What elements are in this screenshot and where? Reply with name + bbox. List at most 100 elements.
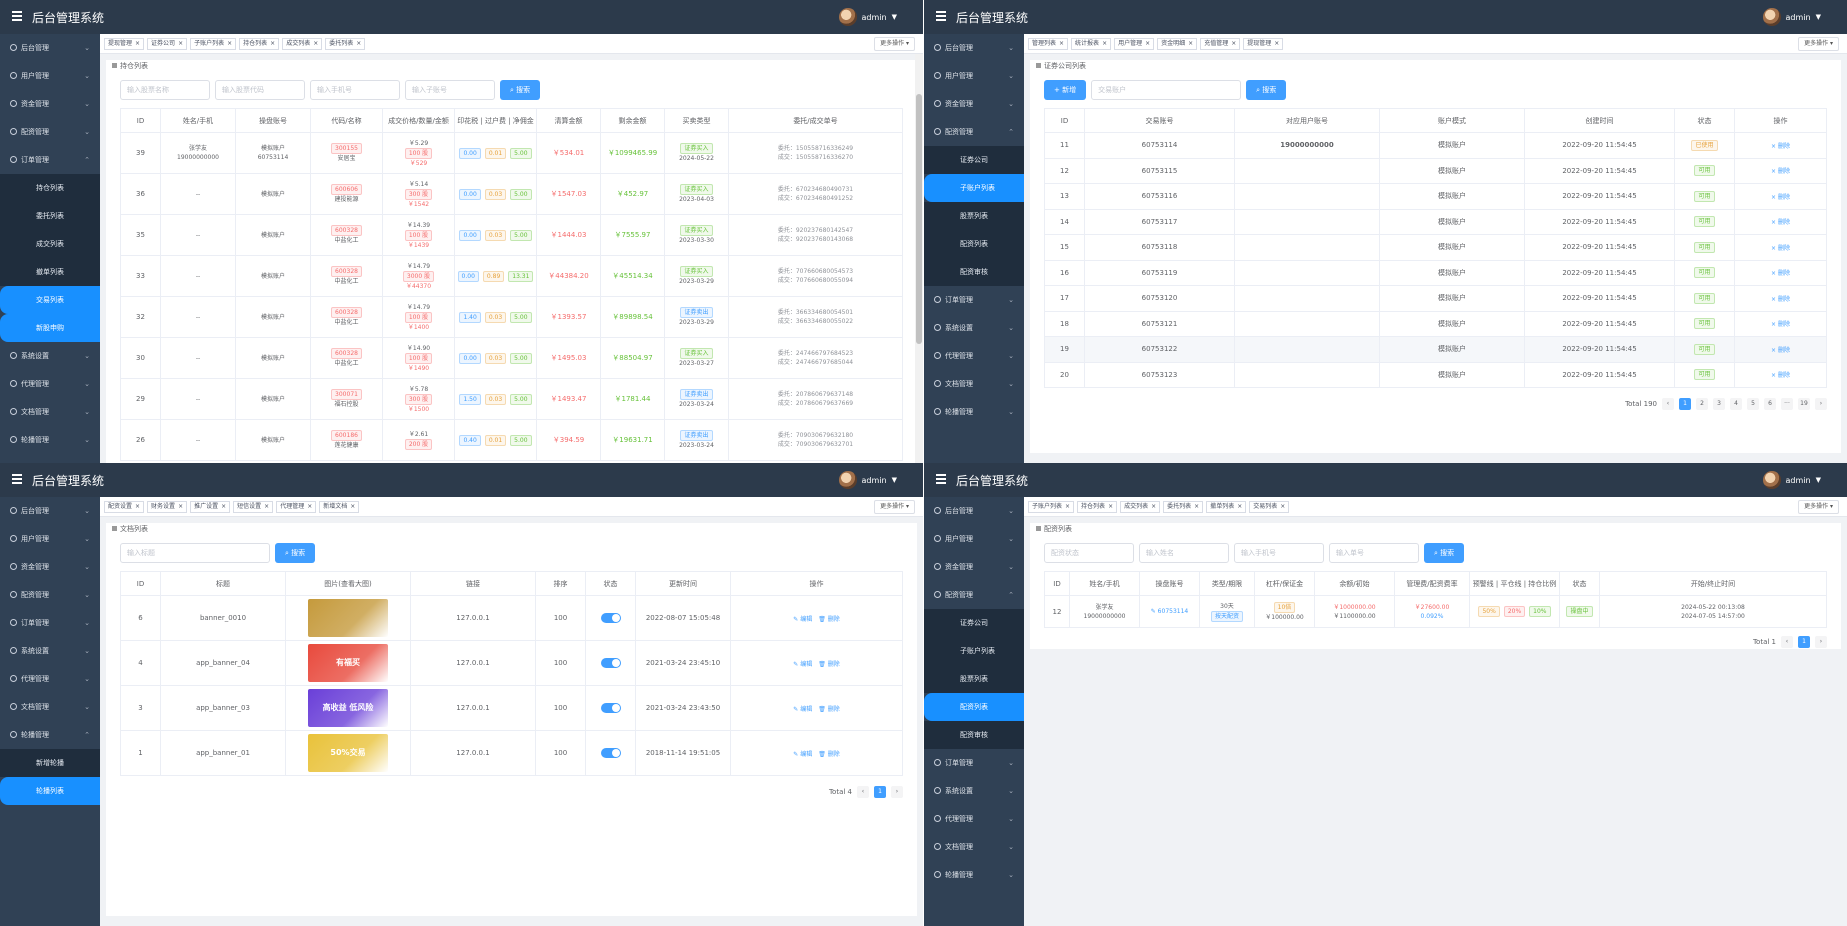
- close-icon[interactable]: ×: [270, 40, 276, 47]
- tab-tag[interactable]: 子账户列表 ×: [190, 38, 237, 50]
- delete-button[interactable]: 🗑 删除: [818, 705, 840, 713]
- tab-tag[interactable]: 资金明细 ×: [1157, 38, 1198, 50]
- tab-tag[interactable]: 推广设置 ×: [190, 501, 231, 513]
- user-menu[interactable]: admin ▼: [1762, 8, 1821, 26]
- tab-tag[interactable]: 成交列表 ×: [282, 38, 323, 50]
- banner-thumbnail[interactable]: 50%交易: [308, 734, 388, 772]
- sidebar-menu-item[interactable]: 系统设置 ⌄: [0, 342, 100, 370]
- status-toggle[interactable]: [600, 703, 621, 713]
- sidebar-submenu-item[interactable]: 新增轮播: [0, 749, 100, 777]
- tab-tag[interactable]: 统计报表 ×: [1071, 38, 1112, 50]
- tab-tag[interactable]: 提现管理 ×: [104, 38, 145, 50]
- sidebar-submenu-item[interactable]: 配资列表: [924, 230, 1024, 258]
- sidebar-menu-item[interactable]: 代理管理 ⌄: [0, 370, 100, 398]
- page-number[interactable]: 1: [1679, 398, 1691, 410]
- close-icon[interactable]: ×: [313, 40, 319, 47]
- sidebar-menu-item[interactable]: 资金管理 ⌄: [924, 90, 1024, 118]
- sidebar-menu-item[interactable]: 代理管理 ⌄: [0, 665, 100, 693]
- close-icon[interactable]: ×: [1102, 40, 1108, 47]
- close-icon[interactable]: ×: [135, 503, 141, 510]
- sidebar-menu-item[interactable]: 轮播管理 ⌃: [0, 721, 100, 749]
- sidebar-menu-item[interactable]: 资金管理 ⌄: [924, 553, 1024, 581]
- close-icon[interactable]: ×: [1274, 40, 1280, 47]
- close-icon[interactable]: ×: [221, 503, 227, 510]
- edit-button[interactable]: ✎ 编辑: [793, 705, 813, 713]
- page-number[interactable]: 1: [1798, 636, 1810, 648]
- account-input[interactable]: 交易账户: [1091, 80, 1242, 100]
- scrollbar[interactable]: [915, 54, 923, 463]
- hamburger-icon[interactable]: [936, 474, 946, 484]
- close-icon[interactable]: ×: [264, 503, 270, 510]
- status-toggle[interactable]: [600, 748, 621, 758]
- sidebar-menu-item[interactable]: 配资管理 ⌄: [0, 118, 100, 146]
- delete-button[interactable]: × 删除: [1771, 270, 1790, 278]
- more-ops-button[interactable]: 更多操作 ▾: [1798, 37, 1839, 51]
- delete-button[interactable]: × 删除: [1771, 142, 1790, 150]
- delete-button[interactable]: 🗑 删除: [818, 615, 840, 623]
- status-toggle[interactable]: [600, 613, 621, 623]
- delete-button[interactable]: × 删除: [1771, 219, 1790, 227]
- sidebar-submenu-item[interactable]: 股票列表: [924, 202, 1024, 230]
- sidebar-menu-item[interactable]: 配资管理 ⌃: [924, 581, 1024, 609]
- tab-tag[interactable]: 用户管理 ×: [1114, 38, 1155, 50]
- tab-tag[interactable]: 子账户列表 ×: [1028, 501, 1075, 513]
- sidebar-submenu-item[interactable]: 委托列表: [0, 202, 100, 230]
- sidebar-menu-item[interactable]: 配资管理 ⌃: [924, 118, 1024, 146]
- close-icon[interactable]: ×: [1151, 503, 1157, 510]
- sidebar-menu-item[interactable]: 轮播管理 ⌄: [924, 398, 1024, 426]
- sidebar-menu-item[interactable]: 代理管理 ⌄: [924, 805, 1024, 833]
- sidebar-menu-item[interactable]: 订单管理 ⌃: [0, 146, 100, 174]
- close-icon[interactable]: ×: [356, 40, 362, 47]
- user-menu[interactable]: admin ▼: [838, 8, 897, 26]
- search-button[interactable]: ⌕ 搜索: [500, 80, 541, 100]
- sidebar-menu-item[interactable]: 资金管理 ⌄: [0, 90, 100, 118]
- sidebar-menu-item[interactable]: 系统设置 ⌄: [924, 314, 1024, 342]
- tab-tag[interactable]: 成交列表 ×: [1120, 501, 1161, 513]
- sidebar-menu-item[interactable]: 后台管理 ⌄: [0, 497, 100, 525]
- close-icon[interactable]: ×: [1237, 503, 1243, 510]
- tab-tag[interactable]: 配资设置 ×: [104, 501, 145, 513]
- sidebar-menu-item[interactable]: 用户管理 ⌄: [924, 62, 1024, 90]
- prev-page-icon[interactable]: ‹: [857, 786, 869, 798]
- sidebar-submenu-item[interactable]: 撤单列表: [0, 258, 100, 286]
- delete-button[interactable]: × 删除: [1771, 346, 1790, 354]
- delete-button[interactable]: × 删除: [1771, 295, 1790, 303]
- tab-tag[interactable]: 管理列表 ×: [1028, 38, 1069, 50]
- filter-input[interactable]: 输入手机号: [310, 80, 400, 100]
- close-icon[interactable]: ×: [1194, 503, 1200, 510]
- sidebar-submenu-item[interactable]: 股票列表: [924, 665, 1024, 693]
- page-number[interactable]: 5: [1747, 398, 1759, 410]
- next-page-icon[interactable]: ›: [891, 786, 903, 798]
- tab-tag[interactable]: 证券公司 ×: [147, 38, 188, 50]
- tab-tag[interactable]: 持仓列表 ×: [1077, 501, 1118, 513]
- filter-input[interactable]: 输入姓名: [1139, 543, 1229, 563]
- sidebar-menu-item[interactable]: 系统设置 ⌄: [0, 637, 100, 665]
- tab-tag[interactable]: 撤单列表 ×: [1206, 501, 1247, 513]
- prev-page-icon[interactable]: ‹: [1662, 398, 1674, 410]
- filter-input[interactable]: 配资状态: [1044, 543, 1134, 563]
- page-number[interactable]: 2: [1696, 398, 1708, 410]
- sidebar-submenu-item[interactable]: 新股申购: [0, 314, 100, 342]
- delete-button[interactable]: × 删除: [1771, 168, 1790, 176]
- delete-button[interactable]: × 删除: [1771, 193, 1790, 201]
- tab-tag[interactable]: 新增文档 ×: [319, 501, 360, 513]
- account-link[interactable]: ✎ 60753114: [1150, 608, 1189, 615]
- delete-button[interactable]: 🗑 删除: [818, 750, 840, 758]
- tab-tag[interactable]: 短信设置 ×: [233, 501, 274, 513]
- close-icon[interactable]: ×: [1059, 40, 1065, 47]
- sidebar-submenu-item[interactable]: 子账户列表: [924, 174, 1024, 202]
- banner-thumbnail[interactable]: [308, 599, 388, 637]
- sidebar-menu-item[interactable]: 配资管理 ⌄: [0, 581, 100, 609]
- banner-thumbnail[interactable]: 高收益 低风险: [308, 689, 388, 727]
- sidebar-menu-item[interactable]: 资金管理 ⌄: [0, 553, 100, 581]
- banner-thumbnail[interactable]: 有福买: [308, 644, 388, 682]
- filter-input[interactable]: 输入股票名称: [120, 80, 210, 100]
- tab-tag[interactable]: 委托列表 ×: [325, 38, 366, 50]
- sidebar-submenu-item[interactable]: 交易列表: [0, 286, 100, 314]
- sidebar-menu-item[interactable]: 订单管理 ⌄: [0, 609, 100, 637]
- tab-tag[interactable]: 充值管理 ×: [1200, 38, 1241, 50]
- edit-button[interactable]: ✎ 编辑: [793, 615, 813, 623]
- sidebar-submenu-item[interactable]: 配资审核: [924, 721, 1024, 749]
- sidebar-menu-item[interactable]: 代理管理 ⌄: [924, 342, 1024, 370]
- close-icon[interactable]: ×: [178, 40, 184, 47]
